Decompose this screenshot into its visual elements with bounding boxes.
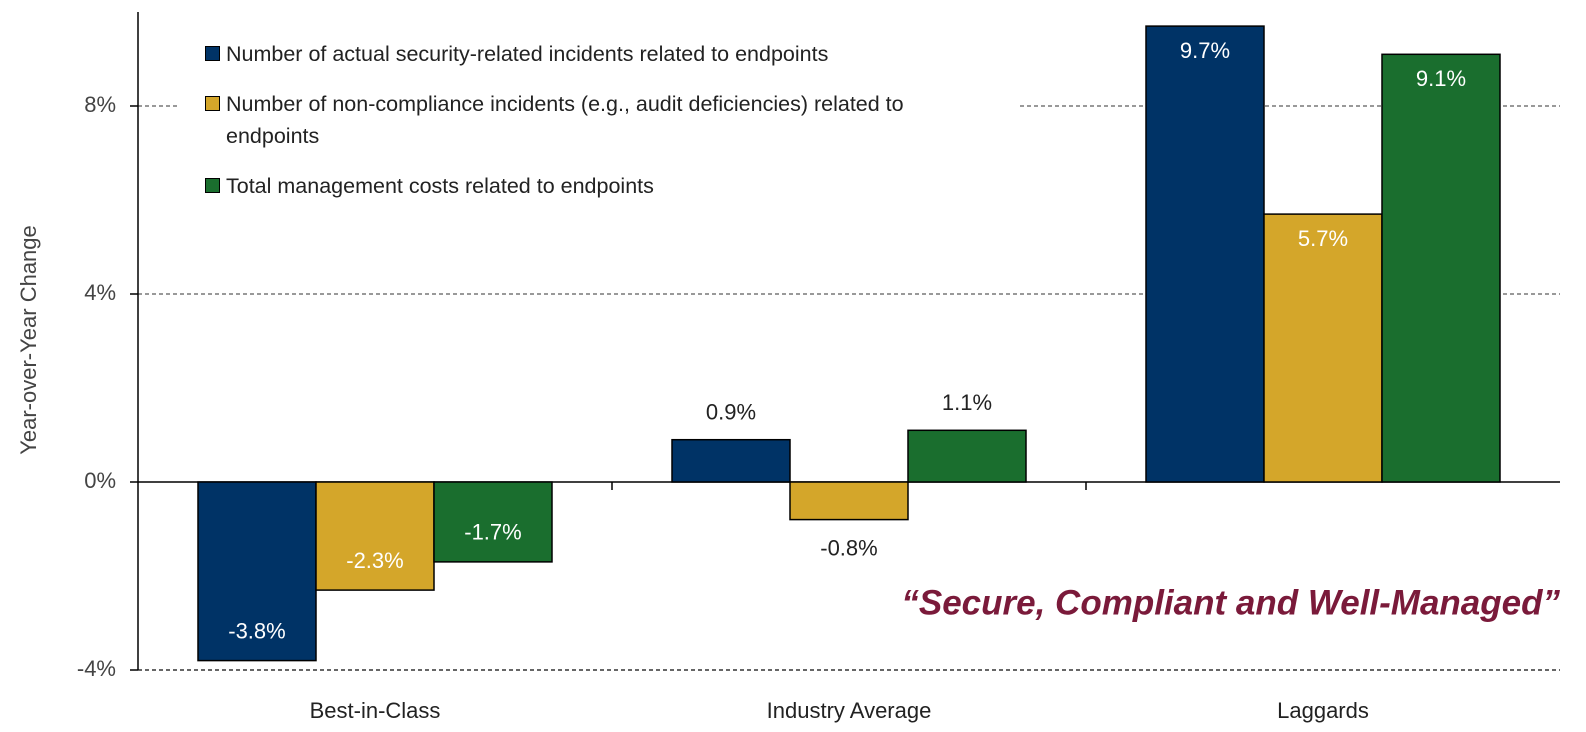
- bar: [315, 481, 435, 591]
- bar: [1381, 53, 1501, 483]
- value-label: 1.1%: [942, 390, 992, 415]
- bar: [197, 481, 317, 662]
- legend-swatch: [205, 46, 220, 61]
- legend-background: [178, 28, 1020, 253]
- value-label: -2.3%: [346, 548, 403, 573]
- x-tick-label: Industry Average: [767, 698, 932, 723]
- bar: [907, 429, 1027, 483]
- value-label: 9.1%: [1416, 66, 1466, 91]
- legend-item: Number of actual security-related incide…: [205, 38, 995, 70]
- value-label: -0.8%: [820, 535, 877, 560]
- x-tick-label: Laggards: [1277, 698, 1369, 723]
- y-tick-label: -4%: [77, 656, 116, 681]
- bar: [671, 438, 791, 483]
- legend-label: Total management costs related to endpoi…: [226, 174, 654, 198]
- legend-item: Number of non-compliance incidents (e.g.…: [205, 88, 995, 152]
- value-label: -1.7%: [464, 520, 521, 545]
- legend-item: Total management costs related to endpoi…: [205, 170, 995, 202]
- value-label: 9.7%: [1180, 38, 1230, 63]
- bar: [789, 481, 909, 521]
- y-tick-label: 4%: [84, 280, 116, 305]
- value-label: -3.8%: [228, 618, 285, 643]
- bar: [1263, 213, 1383, 483]
- legend: Number of actual security-related incide…: [205, 38, 995, 220]
- y-tick-label: 0%: [84, 468, 116, 493]
- x-tick-label: Best-in-Class: [310, 698, 441, 723]
- legend-label: Number of non-compliance incidents (e.g.…: [226, 92, 904, 148]
- bar: [433, 481, 553, 563]
- y-axis-label: Year-over-Year Change: [16, 225, 41, 455]
- bar: [1145, 25, 1265, 483]
- value-label: 5.7%: [1298, 226, 1348, 251]
- legend-label: Number of actual security-related incide…: [226, 42, 829, 66]
- annotation: “Secure, Compliant and Well-Managed”: [901, 583, 1560, 622]
- legend-swatch: [205, 96, 220, 111]
- y-tick-label: 8%: [84, 92, 116, 117]
- legend-swatch: [205, 178, 220, 193]
- value-label: 0.9%: [706, 400, 756, 425]
